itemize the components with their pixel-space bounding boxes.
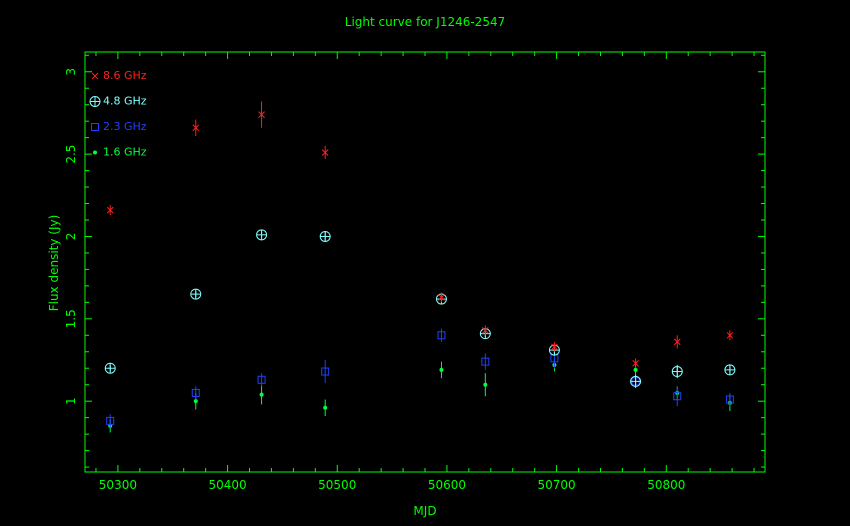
x-tick-label: 50800 (647, 478, 685, 492)
x-tick-label: 50700 (538, 478, 576, 492)
data-point-4-8-ghz (256, 229, 268, 241)
data-point-1-6-ghz (323, 399, 328, 416)
y-tick-label: 1.5 (64, 309, 78, 328)
data-point-1-6-ghz (483, 373, 488, 397)
y-axis-label: Flux density (Jy) (47, 215, 61, 312)
data-point-8-6-ghz (632, 358, 639, 369)
legend-label: 4.8 GHz (103, 95, 147, 108)
y-tick-label: 3 (64, 68, 78, 76)
data-point-2-3-ghz (106, 414, 115, 428)
data-point-2-3-ghz (321, 360, 330, 384)
x-axis-label: MJD (413, 504, 436, 518)
legend-entry: 8.6 GHz (91, 69, 147, 82)
data-point-1-6-ghz (439, 361, 444, 379)
legend-label: 8.6 GHz (103, 69, 147, 82)
data-point-8-6-ghz (726, 330, 734, 341)
data-point-2-3-ghz (673, 386, 682, 407)
axis-ticks (85, 52, 765, 472)
data-point-1-6-ghz (259, 384, 264, 405)
data-point-4-8-ghz (319, 230, 331, 242)
y-tick-label: 2.5 (64, 145, 78, 164)
data-point-2-3-ghz (257, 373, 266, 387)
data-point-2-3-ghz (191, 386, 200, 400)
legend-label: 2.3 GHz (103, 120, 147, 133)
data-point-8-6-ghz (551, 341, 558, 352)
legend-entry: 4.8 GHz (89, 95, 147, 108)
axis-tick-labels: 50300 50400 50500 50600 50700 50800 1 1.5 2 2.5 3 (64, 68, 685, 492)
data-point-4-8-ghz (724, 364, 736, 376)
x-tick-label: 50600 (428, 478, 466, 492)
x-tick-label: 50400 (208, 478, 246, 492)
chart-title: Light curve for J1246-2547 (345, 15, 505, 29)
data-point-4-8-ghz (104, 362, 116, 374)
data-point-4-8-ghz (630, 374, 642, 388)
data-point-8-6-ghz (106, 205, 114, 216)
legend-label: 1.6 GHz (103, 146, 147, 159)
x-tick-label: 50300 (99, 478, 137, 492)
data-point-2-3-ghz (481, 353, 490, 370)
data-point-2-3-ghz (437, 328, 446, 342)
legend-entry: 2.3 GHz (91, 120, 147, 133)
data-point-8-6-ghz (438, 292, 445, 303)
data-point-8-6-ghz (481, 325, 489, 336)
data-point-8-6-ghz (258, 101, 265, 128)
x-tick-label: 50500 (318, 478, 356, 492)
plot-frame (84, 51, 766, 473)
legend: 8.6 GHz 4.8 GHz 2.3 GHz 1.6 GHz (89, 69, 147, 159)
data-point-8-6-ghz (321, 145, 329, 160)
data-point-2-3-ghz (725, 392, 734, 407)
data-point-4-8-ghz (190, 288, 202, 300)
data-point-8-6-ghz (673, 335, 681, 349)
data-point-8-6-ghz (192, 119, 200, 136)
y-tick-label: 1 (64, 397, 78, 405)
y-tick-label: 2 (64, 233, 78, 241)
legend-entry: 1.6 GHz (93, 146, 147, 159)
data-marks (104, 101, 736, 433)
data-point-4-8-ghz (671, 364, 683, 379)
